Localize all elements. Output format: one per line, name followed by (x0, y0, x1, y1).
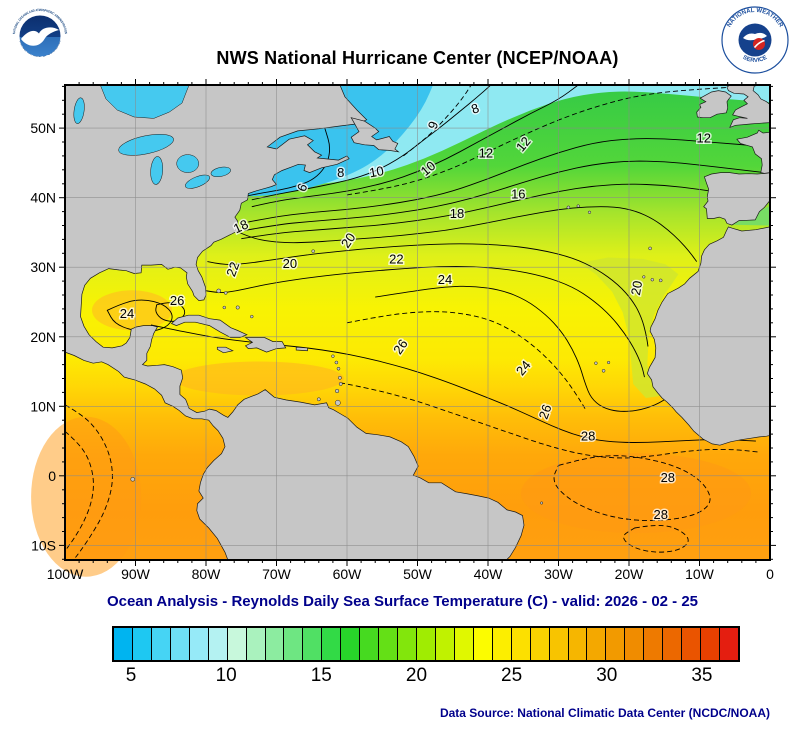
colorbar-segment (549, 628, 569, 660)
contour-label: 22 (389, 252, 403, 267)
colorbar-segment (284, 628, 304, 660)
colorbar-segment (265, 628, 285, 660)
svg-text:40N: 40N (30, 190, 56, 206)
contour-label: 26 (536, 402, 555, 421)
svg-text:20N: 20N (30, 329, 56, 345)
colorbar-segment (625, 628, 645, 660)
colorbar-segment (341, 628, 361, 660)
svg-text:50N: 50N (30, 120, 56, 136)
svg-text:0: 0 (766, 566, 774, 582)
svg-text:10S: 10S (31, 537, 56, 553)
contour-label: 20 (628, 280, 645, 297)
contour-label: 20 (283, 256, 297, 271)
colorbar-segment (511, 628, 531, 660)
grid-layer (65, 85, 770, 560)
colorbar-segment (360, 628, 380, 660)
contour-label: 26 (170, 293, 184, 308)
contour-label: 8 (337, 165, 344, 180)
svg-text:0: 0 (48, 468, 56, 484)
contour-label: 10 (368, 163, 385, 180)
colorbar-segment (379, 628, 399, 660)
colorbar-tick-label: 25 (501, 665, 523, 686)
nws-logo: NATIONAL WEATHER SERVICE (721, 6, 789, 74)
colorbar-segment (151, 628, 171, 660)
colorbar-segment (587, 628, 607, 660)
colorbar-tick-label: 5 (125, 665, 137, 686)
contour-label: 12 (479, 145, 493, 160)
colorbar-tick-label: 35 (691, 665, 713, 686)
colorbar-segment (435, 628, 455, 660)
map-caption: Ocean Analysis - Reynolds Daily Sea Surf… (106, 593, 699, 610)
data-source: Data Source: National Climatic Data Cent… (439, 706, 770, 720)
colorbar-segment (663, 628, 683, 660)
contour-label: 24 (438, 272, 452, 287)
colorbar-segment (492, 628, 512, 660)
axis-labels: 50N 40N 30N 20N 10N 0 10S 100W 90W 80W 70W 60W 50W 40… (30, 120, 774, 582)
colorbar-segment (454, 628, 474, 660)
colorbar-labels: 5 10 15 20 25 30 35 (112, 665, 740, 691)
contour-label: 16 (511, 186, 525, 201)
colorbar-segment (170, 628, 190, 660)
colorbar-segment (701, 628, 720, 660)
contour-label: 12 (696, 131, 710, 146)
colorbar-segment (227, 628, 247, 660)
svg-text:20W: 20W (615, 566, 645, 582)
colorbar-tick-label: 10 (215, 665, 237, 686)
svg-text:80W: 80W (192, 566, 222, 582)
colorbar-segment (417, 628, 436, 660)
colorbar (112, 626, 740, 662)
contour-label: 28 (653, 507, 667, 522)
svg-text:100W: 100W (47, 566, 84, 582)
colorbar-segment (473, 628, 493, 660)
colorbar-segment (644, 628, 664, 660)
colorbar-segment (114, 628, 133, 660)
colorbar-segment (606, 628, 626, 660)
contour-label: 28 (581, 428, 595, 443)
colorbar-segment (530, 628, 550, 660)
colorbar-segment (568, 628, 588, 660)
svg-text:10W: 10W (685, 566, 715, 582)
land-layer (64, 84, 771, 561)
contour-label: 22 (223, 260, 242, 279)
colorbar-segment (720, 628, 738, 660)
colorbar-tick-label: 15 (310, 665, 332, 686)
colorbar-segment (398, 628, 417, 660)
sst-map: 9 8 12 12 12 6 8 10 10 16 18 18 20 20 22 22 24 24 26 26 24 20… (30, 79, 776, 582)
colorbar-tick-label: 30 (596, 665, 618, 686)
svg-text:40W: 40W (474, 566, 504, 582)
svg-text:70W: 70W (262, 566, 292, 582)
colorbar-segment (322, 628, 342, 660)
colorbar-segment (303, 628, 323, 660)
svg-text:10N: 10N (30, 398, 56, 414)
page-title: NWS National Hurricane Center (NCEP/NOAA… (216, 48, 619, 68)
colorbar-tick-label: 20 (405, 665, 428, 686)
colorbar-segment (132, 628, 152, 660)
svg-text:60W: 60W (333, 566, 363, 582)
colorbar-segment (189, 628, 209, 660)
contour-label: 24 (120, 306, 134, 321)
svg-text:30W: 30W (544, 566, 574, 582)
svg-text:50W: 50W (403, 566, 433, 582)
colorbar-segment (246, 628, 266, 660)
contour-label: 28 (661, 470, 675, 485)
colorbar-segment (208, 628, 228, 660)
colorbar-segment (682, 628, 702, 660)
svg-text:30N: 30N (30, 259, 56, 275)
svg-text:90W: 90W (121, 566, 151, 582)
contour-label: 18 (450, 206, 464, 221)
noaa-logo: NATIONAL OCEANIC AND ATMOSPHERIC ADMINIS… (8, 4, 72, 68)
svg-text:SERVICE: SERVICE (742, 55, 769, 64)
